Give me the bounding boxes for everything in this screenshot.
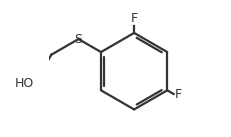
- Text: F: F: [130, 12, 137, 25]
- Text: F: F: [173, 88, 181, 101]
- Text: S: S: [74, 33, 82, 45]
- Text: HO: HO: [15, 77, 34, 90]
